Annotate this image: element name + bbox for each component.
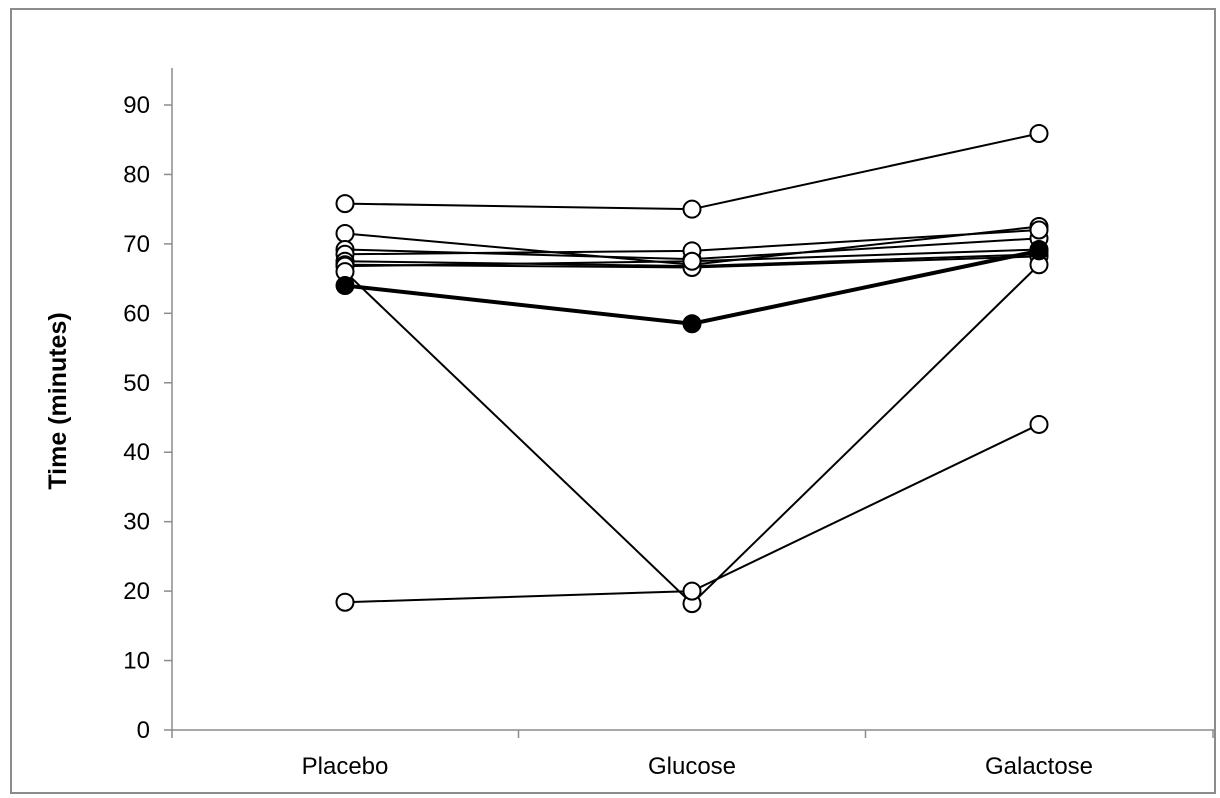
- data-point-series-4-galactose: [1029, 220, 1049, 240]
- data-point-series-9-galactose: [1029, 414, 1049, 434]
- y-tick-label: 0: [137, 717, 150, 744]
- data-point-series-10-placebo: [335, 276, 355, 296]
- y-tick-label: 70: [123, 231, 150, 258]
- y-tick-label: 90: [123, 92, 150, 119]
- data-point-series-1-placebo: [335, 194, 355, 214]
- data-point-series-7-glucose: [682, 251, 702, 271]
- data-point-series-1-galactose: [1029, 123, 1049, 143]
- y-tick-label: 80: [123, 161, 150, 188]
- y-axis-title: Time (minutes): [44, 312, 72, 489]
- y-tick-label: 50: [123, 370, 150, 397]
- data-point-series-10-galactose: [1029, 241, 1049, 261]
- data-point-series-1-glucose: [682, 199, 702, 219]
- data-point-series-10-glucose: [682, 314, 702, 334]
- x-tick-label: Placebo: [302, 753, 389, 780]
- data-point-series-9-glucose: [682, 581, 702, 601]
- y-tick-label: 10: [123, 648, 150, 675]
- y-tick-label: 20: [123, 578, 150, 605]
- x-tick-label: Glucose: [648, 753, 736, 780]
- x-tick-label: Galactose: [985, 753, 1093, 780]
- chart-frame: 0 10 20 30 40 50 60 70 80 90 Placebo Glucose Galacto…: [10, 8, 1216, 794]
- series-line-9: [344, 423, 1040, 604]
- y-tick-label: 40: [123, 439, 150, 466]
- data-point-series-2-placebo: [335, 223, 355, 243]
- y-tick-label: 30: [123, 509, 150, 536]
- series-line-1: [344, 132, 1040, 211]
- data-point-series-9-placebo: [335, 592, 355, 612]
- line-chart: 0 10 20 30 40 50 60 70 80 90 Placebo Glucose Galacto…: [44, 68, 1214, 780]
- y-tick-label: 60: [123, 300, 150, 327]
